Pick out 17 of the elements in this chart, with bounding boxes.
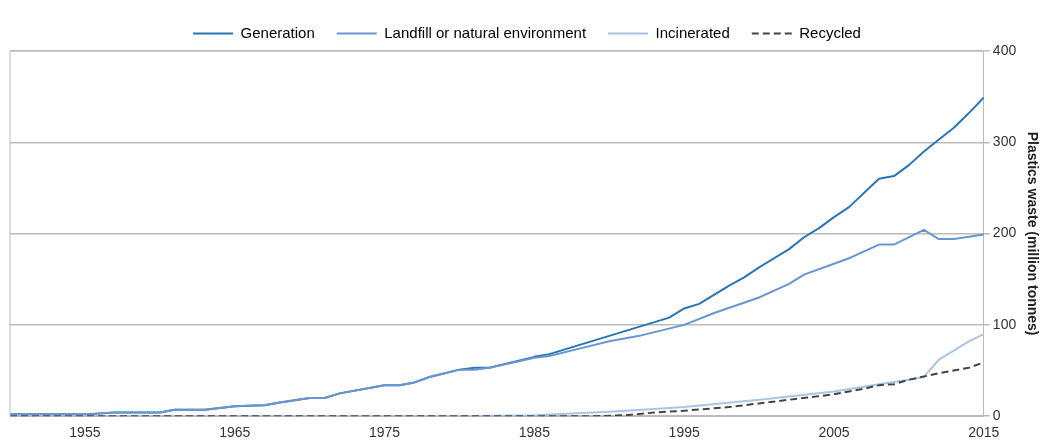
x-tick-label: 1965 bbox=[219, 424, 251, 441]
x-tick-label: 1985 bbox=[518, 424, 551, 441]
x-tick-label: 1995 bbox=[668, 424, 700, 441]
y-tick-label: 400 bbox=[992, 41, 1017, 58]
x-tick-label: 1975 bbox=[368, 424, 401, 441]
legend-label: Generation bbox=[240, 23, 315, 41]
x-tick-label: 1955 bbox=[69, 424, 101, 441]
y-tick-label: 200 bbox=[992, 224, 1017, 241]
y-tick-label: 300 bbox=[992, 133, 1017, 150]
x-tick-label: 2005 bbox=[818, 424, 850, 441]
legend-label: Landfill or natural environment bbox=[384, 23, 587, 41]
y-axis-title: Plastics waste (million tonnes) bbox=[1024, 131, 1041, 336]
legend-label: Incinerated bbox=[655, 23, 730, 41]
y-tick-label: 100 bbox=[992, 315, 1017, 332]
legend-label: Recycled bbox=[799, 23, 861, 41]
y-tick-label: 0 bbox=[992, 407, 1001, 424]
x-tick-label: 2015 bbox=[968, 424, 1000, 441]
